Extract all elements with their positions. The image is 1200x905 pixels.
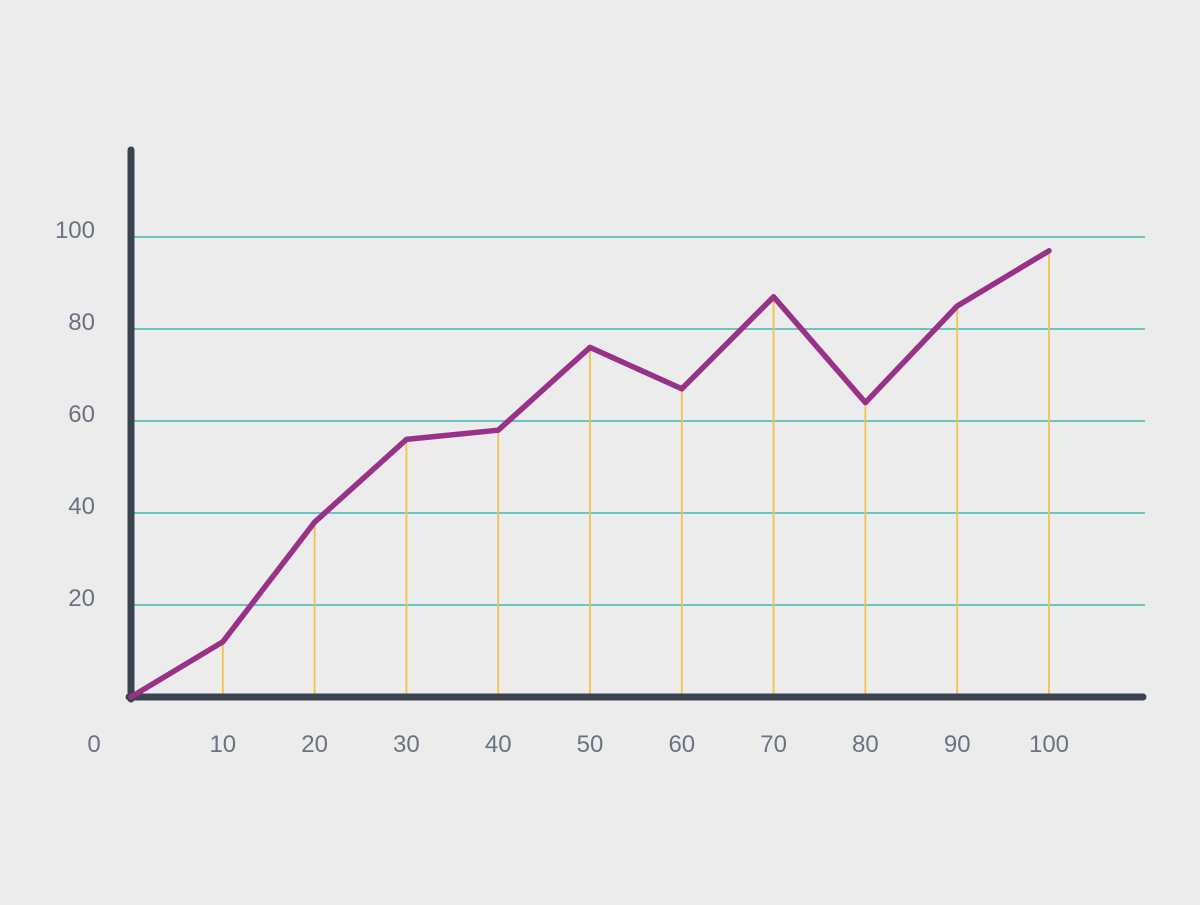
x-tick-label-90: 90: [944, 731, 971, 758]
x-tick-label-0: 0: [87, 731, 100, 758]
data-point-30: [403, 436, 409, 442]
x-tick-label-20: 20: [301, 731, 328, 758]
x-tick-label-60: 60: [668, 731, 695, 758]
y-tick-label-80: 80: [68, 309, 95, 336]
x-tick-label-50: 50: [577, 731, 604, 758]
data-point-90: [954, 303, 960, 309]
x-tick-label-10: 10: [209, 731, 236, 758]
y-tick-label-40: 40: [68, 493, 95, 520]
x-tick-label-40: 40: [485, 731, 512, 758]
x-tick-label-80: 80: [852, 731, 879, 758]
data-point-100: [1046, 248, 1052, 254]
data-point-70: [771, 294, 777, 300]
data-point-20: [312, 519, 318, 525]
x-tick-label-30: 30: [393, 731, 420, 758]
data-point-60: [679, 386, 685, 392]
tick-labels: 0 10 20 30 40 50 60 70 80 90 100 20 40 60 80 100: [55, 217, 1069, 758]
x-tick-label-100: 100: [1029, 731, 1069, 758]
x-tick-label-70: 70: [760, 731, 787, 758]
data-point-80: [862, 400, 868, 406]
data-point-50: [587, 344, 593, 350]
y-tick-label-60: 60: [68, 401, 95, 428]
series-layer: [128, 248, 1052, 700]
gridlines: [131, 236, 1145, 606]
drop-lines: [221, 250, 1050, 697]
y-tick-label-100: 100: [55, 217, 95, 244]
data-point-40: [495, 427, 501, 433]
y-tick-label-20: 20: [68, 585, 95, 612]
data-point-0: [128, 694, 134, 700]
axes: [125, 146, 1147, 703]
data-point-10: [220, 639, 226, 645]
